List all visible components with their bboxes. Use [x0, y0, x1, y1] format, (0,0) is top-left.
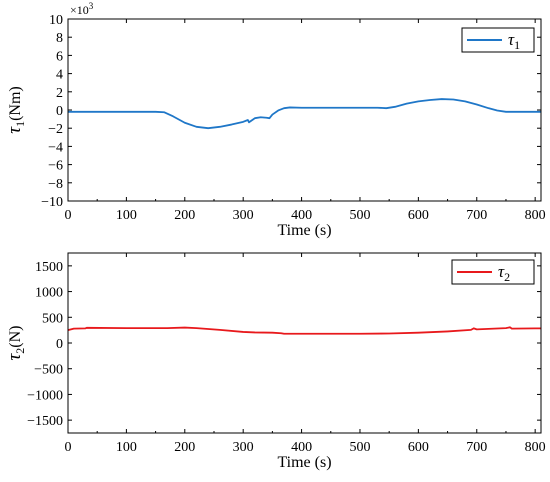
y-tick-label: 2	[56, 86, 63, 101]
x-tick-label: 700	[466, 208, 487, 223]
y-tick-label: −4	[48, 140, 63, 155]
y-axis-unit: (N)	[7, 325, 24, 347]
x-tick-label: 800	[525, 208, 546, 223]
y-axis-subscript: 2	[13, 348, 27, 354]
legend-subscript: 1	[514, 38, 520, 52]
y-tick-label: −10	[41, 195, 63, 210]
x-tick-label: 200	[174, 440, 195, 455]
x-tick-label: 400	[291, 440, 312, 455]
y-multiplier-base: ×10	[70, 3, 89, 17]
y-tick-label: −2	[48, 122, 63, 137]
y-axis-unit: (Nm)	[7, 86, 24, 121]
y-axis-label: τ2(N)	[4, 325, 27, 360]
y-tick-label: −1000	[27, 388, 63, 403]
chart-tau2: 0 100 200 300 400 500 600 700 800 −1500 −1000 −500 0…	[4, 252, 546, 471]
x-tick-label: 300	[233, 440, 254, 455]
x-tick-label: 0	[65, 440, 72, 455]
x-tick-label: 500	[349, 440, 370, 455]
chart-tau1: 0 100 200 300 400 500 600 700 800 −10 −8 −6 −4 −2 0 2 4 6…	[4, 1, 546, 239]
y-tick-label: −1500	[27, 414, 63, 429]
y-tick-label: 0	[56, 104, 63, 119]
y-axis-symbol: τ	[4, 126, 25, 134]
y-multiplier-label: ×103	[70, 1, 94, 17]
y-tick-label: −6	[48, 159, 63, 174]
x-tick-label: 400	[291, 208, 312, 223]
y-tick-label: 0	[56, 337, 63, 352]
y-multiplier-exp: 3	[89, 1, 94, 11]
series-line-1-0	[67, 326, 541, 335]
y-axis-symbol: τ	[4, 353, 25, 361]
y-tick-label: 6	[56, 49, 63, 64]
legend-symbol: τ	[498, 262, 505, 281]
y-tick-label: −500	[34, 363, 63, 378]
x-tick-label: 0	[65, 208, 72, 223]
x-tick-label: 600	[408, 440, 429, 455]
y-tick-label: 500	[42, 311, 63, 326]
legend-label: τ1	[508, 30, 520, 52]
x-axis-label: Time (s)	[277, 454, 331, 471]
legend-label: τ2	[498, 262, 510, 284]
legend-symbol: τ	[508, 30, 515, 49]
x-tick-label: 100	[116, 208, 137, 223]
x-tick-label: 300	[233, 208, 254, 223]
x-tick-label: 800	[525, 440, 546, 455]
y-tick-label: 10	[49, 13, 63, 28]
y-tick-label: −8	[48, 177, 63, 192]
legend-subscript: 2	[504, 270, 510, 284]
x-tick-label: 500	[349, 208, 370, 223]
y-tick-label: 1500	[35, 260, 63, 275]
x-axis-label: Time (s)	[277, 222, 331, 239]
y-axis-label: τ1(Nm)	[4, 86, 27, 133]
series-line-0-0	[68, 98, 541, 130]
y-tick-label: 1000	[35, 286, 63, 301]
x-tick-label: 100	[116, 440, 137, 455]
x-tick-label: 200	[174, 208, 195, 223]
y-axis-subscript: 1	[13, 121, 27, 127]
y-tick-label: 4	[56, 68, 63, 83]
x-tick-label: 600	[408, 208, 429, 223]
x-tick-label: 700	[466, 440, 487, 455]
y-tick-label: 8	[56, 31, 63, 46]
